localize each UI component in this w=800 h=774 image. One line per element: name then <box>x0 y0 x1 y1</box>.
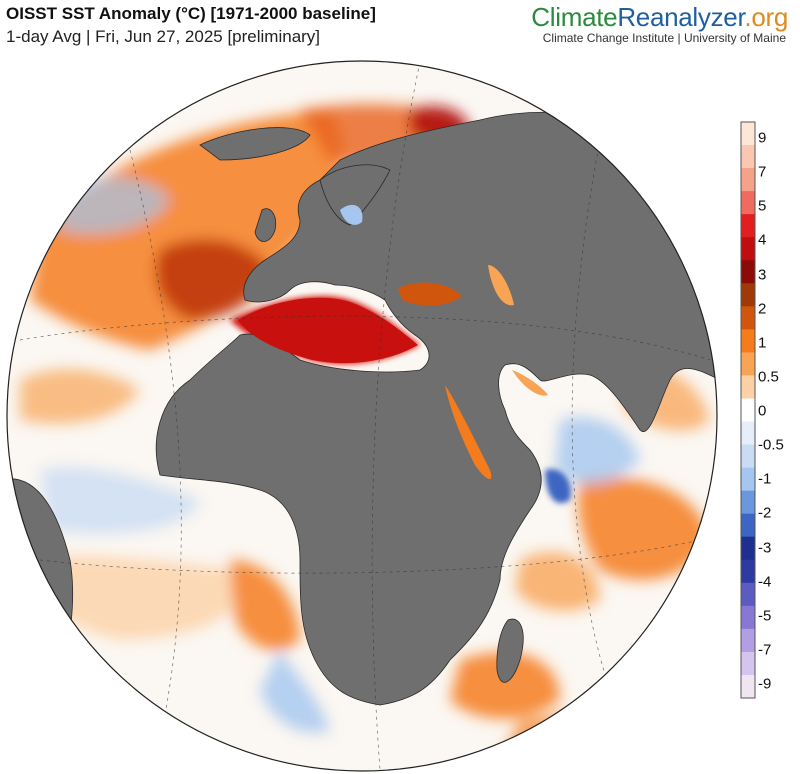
legend-swatch <box>741 398 755 423</box>
legend-tick-label: -2 <box>758 504 772 522</box>
brand-logo-part-climate: Climate <box>531 2 618 32</box>
map-subtitle: 1-day Avg | Fri, Jun 27, 2025 [prelimina… <box>6 27 321 46</box>
legend-tick-label: 7 <box>758 163 767 181</box>
legend-tick-label: 2 <box>758 300 767 318</box>
inland-seas <box>238 204 548 480</box>
legend-swatch <box>741 191 755 215</box>
brand-logo-part-reanalyzer: Reanalyzer <box>617 2 745 32</box>
legend-swatch <box>741 513 755 538</box>
legend-swatch <box>741 651 755 676</box>
legend-swatch <box>741 214 755 238</box>
legend-swatch <box>741 237 755 261</box>
legend-swatch <box>741 674 755 699</box>
legend-swatch <box>741 352 755 376</box>
legend-tick-label: 0.5 <box>758 368 779 386</box>
globe-outline <box>6 60 718 772</box>
legend-tick-label: 4 <box>758 231 767 249</box>
legend-tick-label: 1 <box>758 334 767 352</box>
legend-swatch <box>741 283 755 307</box>
legend-swatch <box>741 628 755 653</box>
legend-swatch <box>741 122 755 146</box>
legend-tick-label: -3 <box>758 539 772 556</box>
legend-frame <box>740 121 756 699</box>
legend-tick-label: 0 <box>758 402 767 420</box>
legend-tick-label: 3 <box>758 266 767 283</box>
legend-swatch <box>741 605 755 630</box>
legend-color-bar <box>741 122 755 699</box>
map-title: OISST SST Anomaly (°C) [1971-2000 baseli… <box>6 4 376 23</box>
legend-swatch <box>741 145 755 169</box>
legend-swatch <box>741 490 755 515</box>
legend-swatch <box>741 168 755 192</box>
legend-swatch <box>741 260 755 284</box>
legend-tick-label: 5 <box>758 197 767 215</box>
legend-tick-label: -7 <box>758 641 772 659</box>
legend-tick-label: -4 <box>758 573 772 591</box>
legend-tick-label: -5 <box>758 607 772 625</box>
brand-logo[interactable]: ClimateReanalyzer.org <box>531 2 788 33</box>
legend-swatch <box>741 444 755 469</box>
graticule <box>19 61 711 771</box>
legend-swatch <box>741 582 755 607</box>
legend-swatch <box>741 536 755 561</box>
legend-swatch <box>741 421 755 446</box>
brand-logo-part-org: .org <box>744 2 788 32</box>
legend-swatch <box>741 329 755 353</box>
legend-swatch <box>741 559 755 584</box>
legend-tick-label: 9 <box>758 129 767 147</box>
legend-swatch <box>741 375 755 399</box>
legend-swatch <box>741 467 755 492</box>
legend-tick-label: -1 <box>758 470 772 488</box>
institution-credit: Climate Change Institute | University of… <box>542 31 786 45</box>
legend-tick-label: -9 <box>758 675 772 693</box>
legend-tick-label: -0.5 <box>758 436 784 454</box>
legend-swatch <box>741 306 755 330</box>
